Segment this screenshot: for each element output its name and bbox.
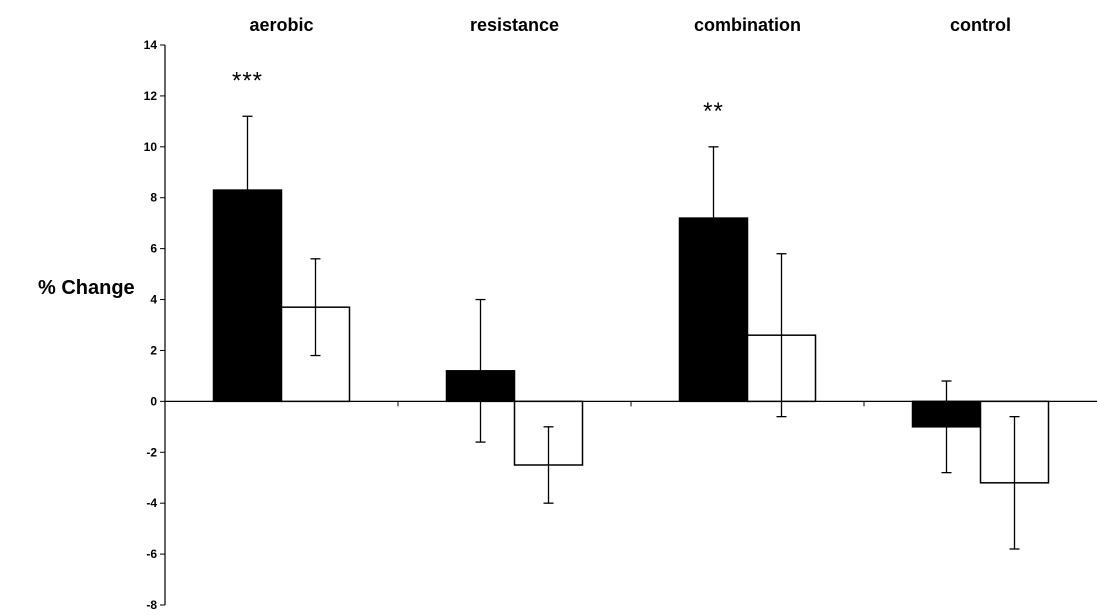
category-label: aerobic (249, 15, 313, 35)
y-tick-label: 4 (150, 293, 157, 307)
significance-marker: ** (703, 98, 724, 125)
category-label: control (950, 15, 1011, 35)
significance-marker: *** (232, 67, 263, 94)
category-label: resistance (470, 15, 559, 35)
y-tick-label: -2 (146, 445, 157, 459)
y-tick-label: -6 (146, 547, 157, 561)
y-axis-label: % Change (38, 277, 135, 299)
y-tick-label: 2 (150, 343, 157, 357)
category-label: combination (694, 15, 801, 35)
y-tick-label: 0 (150, 394, 157, 408)
y-tick-label: 8 (150, 191, 157, 205)
y-tick-label: 6 (150, 242, 157, 256)
y-tick-label: 14 (144, 38, 158, 52)
y-tick-label: 10 (144, 140, 158, 154)
y-tick-label: -4 (146, 496, 157, 510)
y-tick-label: -8 (146, 598, 157, 612)
y-tick-label: 12 (144, 89, 158, 103)
